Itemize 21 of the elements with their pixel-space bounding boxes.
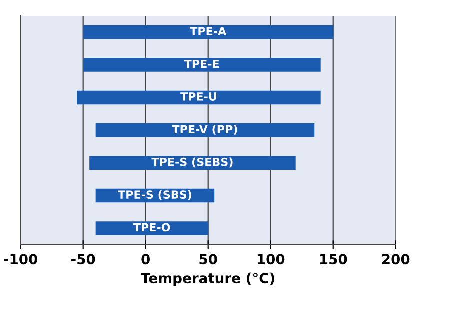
bar — [96, 222, 208, 236]
bar — [83, 58, 321, 72]
x-tick-label: 150 — [320, 254, 348, 265]
x-axis-title: Temperature (°C) — [141, 272, 274, 286]
x-tick-label: 0 — [142, 254, 150, 265]
bar — [83, 25, 334, 40]
y-tick-label: TPE-E — [184, 60, 220, 68]
y-tick-label: TPE-O — [133, 223, 170, 232]
x-tick-label: 100 — [258, 254, 285, 265]
y-tick-label: TPE-V (PP) — [172, 125, 238, 135]
y-tick-label: TPE-S (SBS) — [118, 190, 192, 200]
x-tick-label: -50 — [72, 254, 96, 265]
y-tick-label: TPE-S (SEBS) — [152, 158, 233, 168]
bar — [96, 124, 315, 138]
x-tick-label: 200 — [382, 254, 410, 265]
x-tick-label: -100 — [4, 254, 38, 265]
y-tick-label: TPE-A — [190, 27, 227, 36]
y-tick-label: TPE-U — [180, 92, 216, 101]
bar — [90, 156, 296, 170]
x-tick-label: 50 — [200, 254, 218, 265]
bar — [77, 90, 321, 105]
